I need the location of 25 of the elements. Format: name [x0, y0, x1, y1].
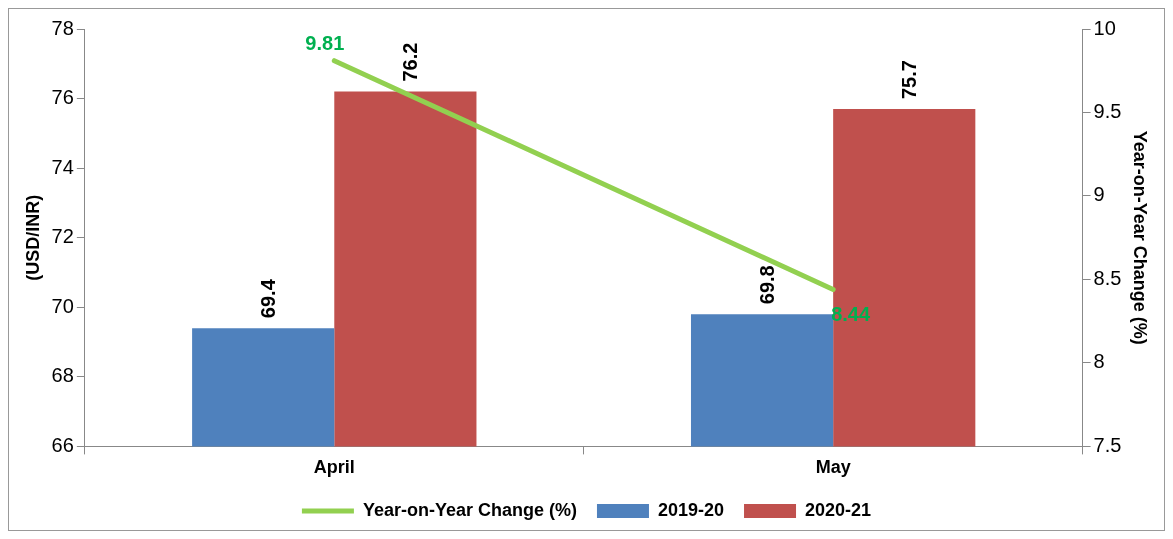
- legend-label: Year-on-Year Change (%): [362, 499, 577, 520]
- data-label: 9.81: [305, 32, 345, 55]
- y-tick-label: 78: [51, 16, 74, 39]
- y2-tick-label: 10: [1093, 16, 1116, 39]
- data-label: 75.7: [897, 60, 920, 99]
- y-tick-label: 76: [51, 86, 74, 109]
- y-tick-label: 70: [51, 294, 74, 317]
- legend-label: 2019-20: [657, 499, 725, 520]
- y2-tick-label: 9.5: [1093, 100, 1122, 122]
- y2-tick-label: 7.5: [1093, 433, 1122, 456]
- y-axis-title: (USD/INR): [22, 194, 43, 281]
- legend-label: 2020-21: [805, 499, 872, 520]
- y2-tick-label: 8: [1093, 350, 1105, 373]
- data-label: 69.4: [256, 278, 279, 319]
- y-tick-label: 74: [51, 155, 74, 178]
- y-tick-label: 72: [51, 225, 74, 248]
- y-tick-label: 66: [51, 433, 74, 456]
- y2-axis-title: Year-on-Year Change (%): [1130, 130, 1151, 345]
- y-tick-label: 68: [51, 364, 74, 387]
- data-label: 76.2: [398, 42, 421, 82]
- y2-tick-label: 8.5: [1093, 266, 1122, 289]
- x-tick-label: April: [313, 457, 355, 478]
- data-label: 69.8: [755, 265, 778, 305]
- y2-tick-label: 9: [1093, 183, 1105, 206]
- x-tick-label: May: [815, 457, 851, 478]
